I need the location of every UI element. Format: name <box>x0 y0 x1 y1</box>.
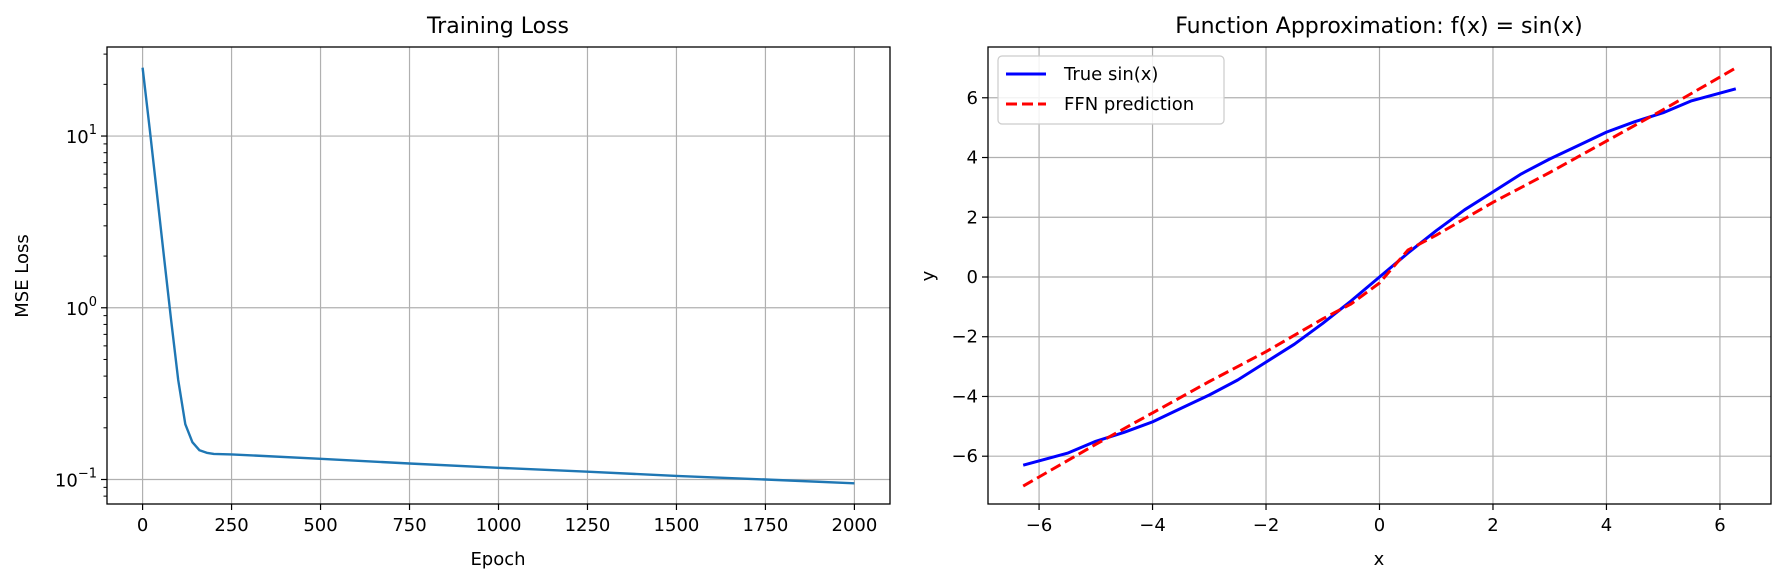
x-tick-label: 6 <box>1714 515 1725 536</box>
loss-series-line <box>141 67 855 485</box>
x-tick-label: 0 <box>137 515 148 536</box>
x-tick-label: 1000 <box>476 515 522 536</box>
y-tick-label: 2 <box>967 207 978 228</box>
approx-chart-xlabel: x <box>1374 549 1385 570</box>
legend-label-ffn: FFN prediction <box>1064 94 1194 115</box>
true-sin-series-line <box>1022 87 1737 467</box>
x-tick-label: 4 <box>1601 515 1612 536</box>
y-tick-label: 6 <box>967 88 978 109</box>
ffn-prediction-series-line <box>1022 66 1737 488</box>
loss-chart: Training Loss 0 250 500 750 1000 1250 1500 1750… <box>12 14 891 570</box>
x-tick-label: 750 <box>392 515 426 536</box>
x-tick-label: 1500 <box>654 515 700 536</box>
x-tick-label: 1750 <box>743 515 789 536</box>
loss-chart-title: Training Loss <box>426 14 569 39</box>
x-tick-label: 250 <box>214 515 248 536</box>
y-tick-label: 4 <box>967 148 978 169</box>
y-tick-label: 101 <box>66 123 97 148</box>
loss-chart-xlabel: Epoch <box>470 549 525 570</box>
x-tick-label: −6 <box>1026 515 1053 536</box>
x-tick-label: −2 <box>1253 515 1280 536</box>
x-tick-label: −4 <box>1139 515 1166 536</box>
loss-chart-ylabel: MSE Loss <box>12 234 33 318</box>
x-tick-label: 1250 <box>565 515 611 536</box>
y-tick-label: −2 <box>951 327 978 348</box>
y-tick-label: 10−1 <box>55 466 97 491</box>
y-tick-label: −6 <box>951 446 978 467</box>
x-tick-label: 2000 <box>832 515 878 536</box>
approx-chart: Function Approximation: f(x) = sin(x) −6… <box>918 14 1772 570</box>
y-tick-label: 100 <box>66 295 97 320</box>
legend-label-true: True sin(x) <box>1063 64 1158 85</box>
x-tick-label: 0 <box>1374 515 1385 536</box>
approx-chart-title: Function Approximation: f(x) = sin(x) <box>1175 14 1583 39</box>
x-tick-label: 500 <box>303 515 337 536</box>
y-tick-label: −4 <box>951 386 978 407</box>
x-tick-label: 2 <box>1487 515 1498 536</box>
legend: True sin(x) FFN prediction <box>997 55 1225 125</box>
approx-chart-ylabel: y <box>918 270 939 281</box>
y-tick-label: 0 <box>967 267 978 288</box>
